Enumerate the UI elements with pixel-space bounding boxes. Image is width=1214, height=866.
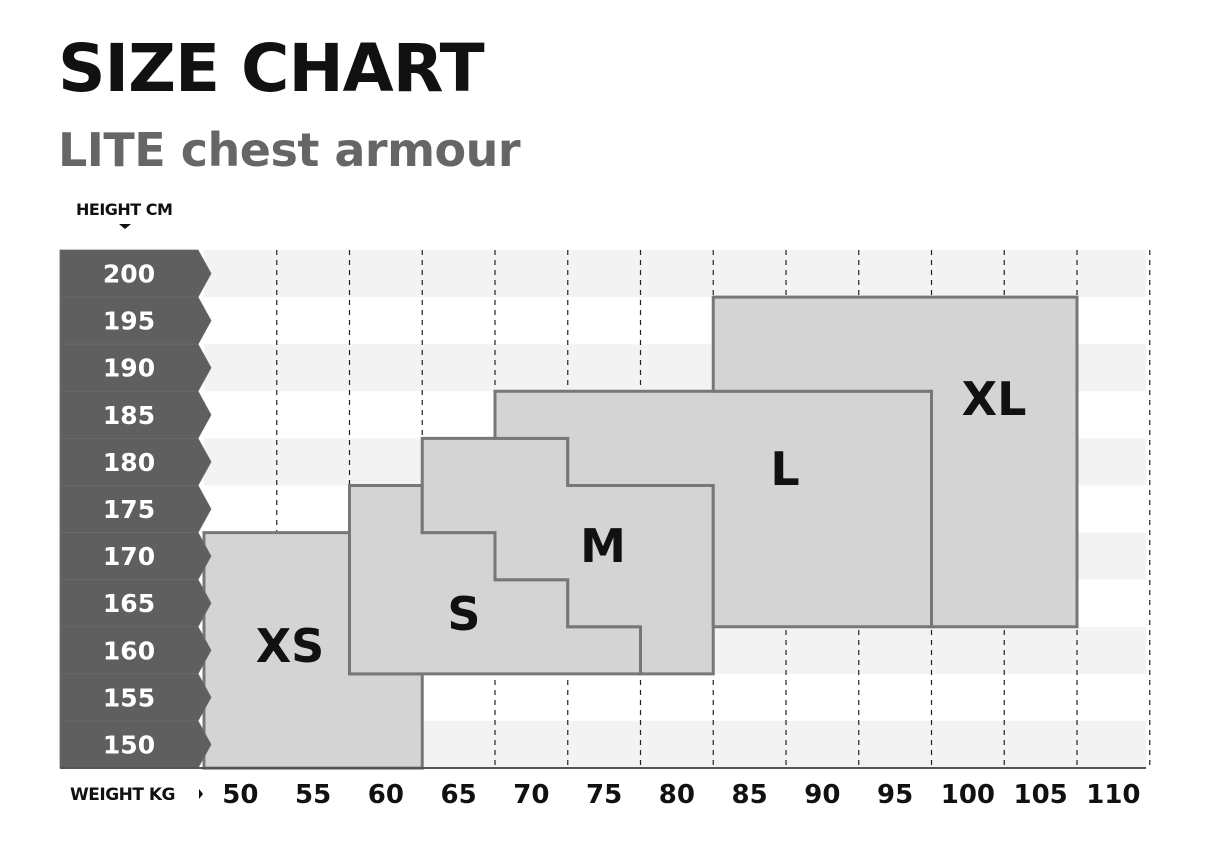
weight-tick: 65 (441, 780, 477, 810)
height-row-marker (59, 485, 212, 533)
weight-tick: 90 (804, 780, 840, 810)
height-tick: 160 (103, 636, 155, 665)
chart-title: SIZE CHART (58, 30, 485, 107)
chart-subtitle: LITE chest armour (58, 123, 521, 177)
height-tick: 150 (103, 730, 155, 759)
height-row-marker (59, 626, 212, 675)
right-arrow-icon (199, 789, 203, 799)
size-region-xl (711, 295, 1079, 629)
size-label-l: L (770, 442, 799, 496)
size-label-xs: XS (256, 619, 325, 673)
weight-tick: 100 (941, 780, 995, 810)
row-band (204, 250, 1146, 298)
weight-tick: 95 (877, 780, 913, 810)
weight-tick: 105 (1013, 780, 1067, 810)
height-row-marker (59, 343, 212, 392)
height-row-marker (59, 437, 212, 486)
height-row-marker (59, 579, 212, 628)
height-axis-label: HEIGHT CM (76, 200, 173, 219)
weight-tick: 60 (368, 780, 404, 810)
size-label-s: S (447, 587, 480, 641)
height-tick: 170 (103, 542, 155, 571)
height-row-marker (59, 673, 212, 722)
weight-tick: 50 (222, 780, 258, 810)
height-tick: 180 (103, 448, 155, 477)
weight-tick: 75 (586, 780, 622, 810)
weight-tick: 70 (513, 780, 549, 810)
height-tick: 190 (103, 354, 155, 383)
weight-tick: 55 (295, 780, 331, 810)
height-row-marker (59, 249, 212, 298)
height-tick: 165 (103, 589, 155, 618)
size-label-m: M (580, 519, 626, 573)
weight-tick: 80 (659, 780, 695, 810)
height-row-marker (59, 720, 212, 769)
height-tick: 185 (103, 401, 155, 430)
height-row-marker (59, 532, 212, 581)
weight-axis-label: WEIGHT KG (70, 785, 176, 805)
height-row-marker (59, 296, 212, 345)
height-row-marker (59, 390, 212, 439)
height-tick: 155 (103, 683, 155, 712)
weight-tick: 110 (1086, 780, 1140, 810)
down-arrow-icon (119, 224, 131, 229)
weight-tick: 85 (732, 780, 768, 810)
size-label-xl: XL (962, 372, 1027, 426)
height-tick: 175 (103, 495, 155, 524)
height-tick: 200 (103, 260, 155, 289)
height-tick: 195 (103, 307, 155, 336)
